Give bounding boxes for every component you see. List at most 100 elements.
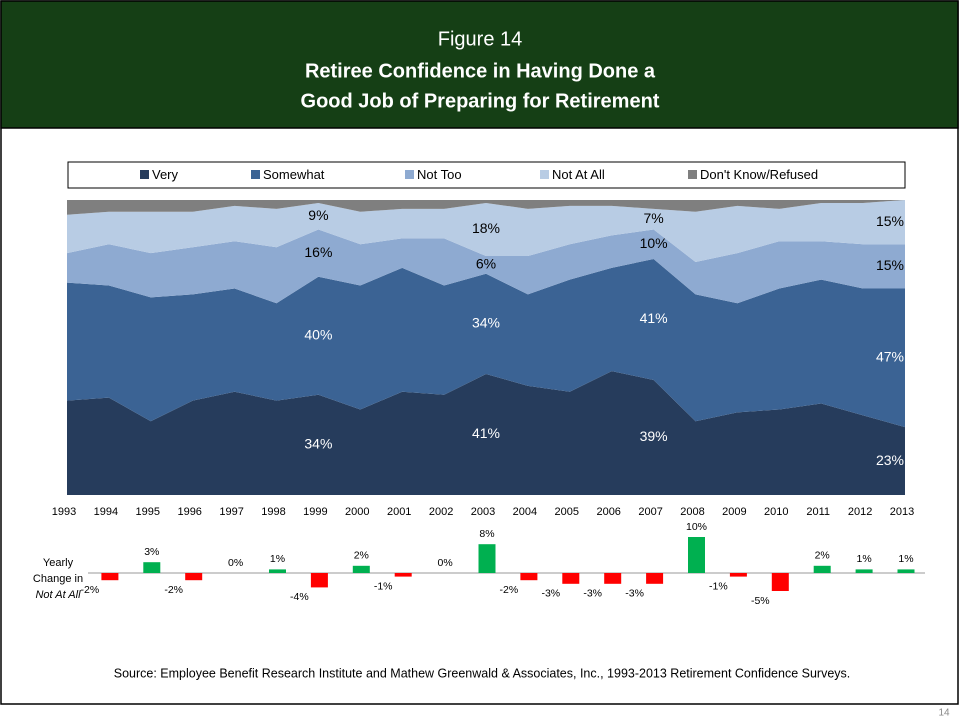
area-label: 41% [472, 425, 500, 441]
bar-label: -2% [500, 584, 519, 596]
area-band [67, 200, 905, 262]
legend-label: Not Too [417, 167, 462, 182]
legend-swatch [540, 170, 549, 179]
x-tick-label: 2001 [387, 506, 411, 518]
area-label: 34% [304, 436, 332, 452]
area-label: 7% [643, 210, 663, 226]
area-band [67, 200, 905, 215]
source-note: Source: Employee Benefit Research Instit… [114, 666, 851, 680]
bar-label: 8% [479, 528, 494, 540]
area-label: 10% [640, 235, 668, 251]
x-tick-label: 2002 [429, 506, 453, 518]
figure-label: Figure 14 [438, 28, 523, 50]
bar [855, 569, 873, 573]
title-line: Retiree Confidence in Having Done a [305, 60, 656, 82]
x-tick-label: 2008 [680, 506, 704, 518]
legend-swatch [405, 170, 414, 179]
x-tick-label: 2005 [555, 506, 579, 518]
legend-swatch [251, 170, 260, 179]
bar [101, 573, 119, 581]
area-band [67, 371, 905, 495]
area-label: 40% [304, 326, 332, 342]
y-axis-label: Change in [33, 573, 83, 585]
area-label: 16% [304, 244, 332, 260]
bar [646, 573, 664, 584]
bar [729, 573, 747, 577]
bar-label: -2% [81, 584, 100, 596]
legend-label: Don't Know/Refused [700, 167, 818, 182]
x-tick-label: 1996 [177, 506, 201, 518]
area-chart: 34% 41% 39% 23% 40% 34% 41% 47% 16% 6% 10% 15% 9% 18%… [52, 167, 914, 518]
x-tick-label: 2011 [806, 506, 830, 518]
bar-label: -1% [709, 580, 728, 592]
bar-label: 3% [144, 546, 159, 558]
area-label: 15% [876, 213, 904, 229]
bar-label: 2% [354, 550, 369, 562]
area-label: 47% [876, 349, 904, 365]
x-tick-label: 2007 [638, 506, 662, 518]
x-tick-label: 1997 [219, 506, 243, 518]
x-tick-label: 2006 [596, 506, 620, 518]
x-tick-label: 1995 [136, 506, 160, 518]
bar [478, 544, 496, 573]
bar [562, 573, 580, 584]
bar-label: 1% [857, 553, 872, 565]
bar-label: 1% [898, 553, 913, 565]
bar [604, 573, 622, 584]
x-tick-label: 1994 [94, 506, 118, 518]
area-label: 18% [472, 220, 500, 236]
bar-label: -3% [583, 588, 602, 600]
legend-label: Somewhat [263, 167, 325, 182]
x-tick-label: 2012 [848, 506, 872, 518]
area-band [67, 229, 905, 304]
area-label: 9% [308, 207, 328, 223]
bar-label: 2% [815, 550, 830, 562]
bar [771, 573, 789, 591]
x-tick-label: 1999 [303, 506, 327, 518]
legend-box [67, 161, 906, 189]
legend-label: Not At All [552, 167, 605, 182]
x-tick-label: 2004 [513, 506, 537, 518]
x-tick-label: 2013 [890, 506, 914, 518]
bar-label: -2% [164, 584, 183, 596]
bar [269, 569, 286, 573]
x-tick-label: 2000 [345, 506, 369, 518]
bar-label: -4% [290, 591, 309, 603]
x-tick-label: 2010 [764, 506, 788, 518]
bar [520, 573, 538, 581]
header-band [0, 0, 959, 129]
y-axis-label: Not At All [35, 589, 81, 601]
legend-swatch [688, 170, 697, 179]
legend-label: Very [152, 167, 179, 182]
bar-label: 10% [686, 521, 707, 533]
bar [394, 573, 412, 577]
area-band [67, 259, 905, 428]
area-label: 39% [640, 428, 668, 444]
area-label: 23% [876, 452, 904, 468]
bar-label: -5% [751, 595, 770, 607]
bar [688, 537, 705, 573]
bar-label: 0% [228, 557, 243, 569]
legend-swatch [140, 170, 149, 179]
x-tick-label: 1998 [261, 506, 285, 518]
bar [813, 565, 831, 573]
bar [185, 573, 203, 581]
x-tick-label: 2009 [722, 506, 746, 518]
page-number: 14 [938, 708, 950, 719]
area-label: 34% [472, 315, 500, 331]
bar-label: 1% [270, 553, 285, 565]
bar-label: -3% [625, 588, 644, 600]
area-label: 41% [640, 310, 668, 326]
x-tick-label: 1993 [52, 506, 76, 518]
bar [897, 569, 915, 573]
bar [310, 573, 328, 588]
bar-label: 0% [438, 557, 453, 569]
bar [352, 565, 370, 573]
bar [143, 562, 161, 573]
y-axis-label: Yearly [43, 557, 74, 569]
title-line: Good Job of Preparing for Retirement [301, 90, 660, 112]
x-tick-label: 2003 [471, 506, 495, 518]
